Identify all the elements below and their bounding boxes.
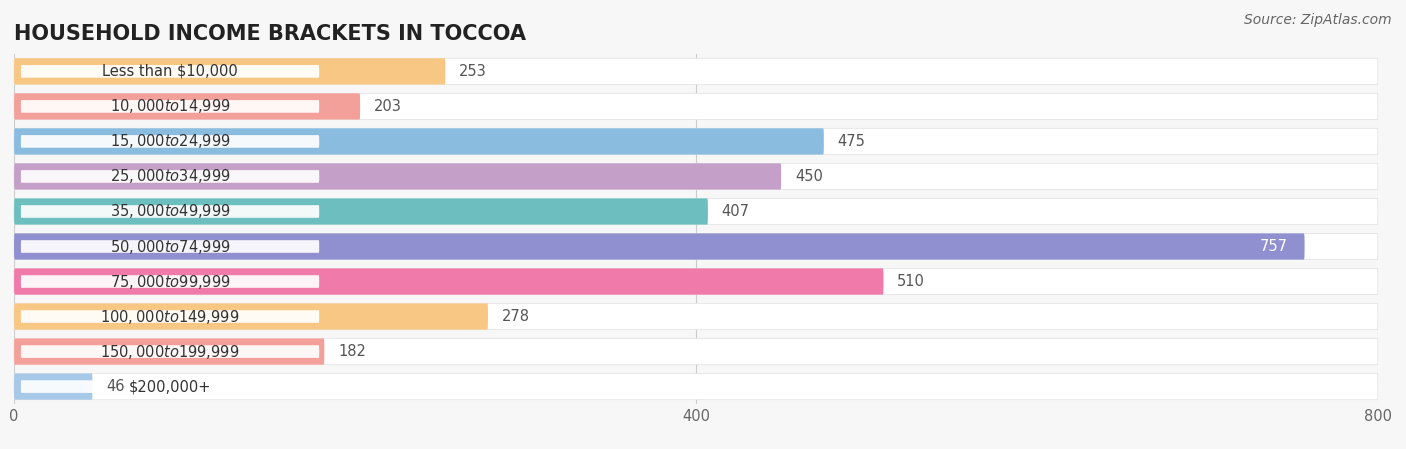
Text: $50,000 to $74,999: $50,000 to $74,999 xyxy=(110,238,231,255)
Text: 407: 407 xyxy=(721,204,749,219)
Text: 203: 203 xyxy=(374,99,402,114)
Text: 278: 278 xyxy=(502,309,530,324)
FancyBboxPatch shape xyxy=(14,58,446,84)
Text: 46: 46 xyxy=(105,379,125,394)
FancyBboxPatch shape xyxy=(21,65,319,78)
FancyBboxPatch shape xyxy=(21,205,319,218)
Text: 182: 182 xyxy=(337,344,366,359)
FancyBboxPatch shape xyxy=(14,339,325,365)
Text: $10,000 to $14,999: $10,000 to $14,999 xyxy=(110,97,231,115)
FancyBboxPatch shape xyxy=(14,128,1378,154)
Text: 757: 757 xyxy=(1260,239,1288,254)
Text: HOUSEHOLD INCOME BRACKETS IN TOCCOA: HOUSEHOLD INCOME BRACKETS IN TOCCOA xyxy=(14,24,526,44)
FancyBboxPatch shape xyxy=(14,163,782,189)
FancyBboxPatch shape xyxy=(14,304,488,330)
Text: $150,000 to $199,999: $150,000 to $199,999 xyxy=(100,343,240,361)
FancyBboxPatch shape xyxy=(21,380,319,393)
Text: 450: 450 xyxy=(794,169,823,184)
FancyBboxPatch shape xyxy=(14,233,1378,260)
FancyBboxPatch shape xyxy=(14,304,1378,330)
FancyBboxPatch shape xyxy=(14,269,883,295)
Text: 475: 475 xyxy=(838,134,865,149)
FancyBboxPatch shape xyxy=(14,58,1378,84)
Text: 510: 510 xyxy=(897,274,925,289)
Text: $75,000 to $99,999: $75,000 to $99,999 xyxy=(110,273,231,291)
FancyBboxPatch shape xyxy=(14,198,1378,224)
FancyBboxPatch shape xyxy=(21,345,319,358)
FancyBboxPatch shape xyxy=(14,128,824,154)
FancyBboxPatch shape xyxy=(14,374,1378,400)
FancyBboxPatch shape xyxy=(14,269,1378,295)
Text: 253: 253 xyxy=(458,64,486,79)
Text: $200,000+: $200,000+ xyxy=(129,379,211,394)
FancyBboxPatch shape xyxy=(21,275,319,288)
FancyBboxPatch shape xyxy=(14,93,1378,119)
Text: $100,000 to $149,999: $100,000 to $149,999 xyxy=(100,308,240,326)
FancyBboxPatch shape xyxy=(14,163,1378,189)
Text: Less than $10,000: Less than $10,000 xyxy=(103,64,238,79)
FancyBboxPatch shape xyxy=(14,339,1378,365)
FancyBboxPatch shape xyxy=(14,198,707,224)
FancyBboxPatch shape xyxy=(21,310,319,323)
FancyBboxPatch shape xyxy=(14,233,1305,260)
Text: Source: ZipAtlas.com: Source: ZipAtlas.com xyxy=(1244,13,1392,27)
FancyBboxPatch shape xyxy=(21,240,319,253)
FancyBboxPatch shape xyxy=(21,170,319,183)
FancyBboxPatch shape xyxy=(21,135,319,148)
Text: $25,000 to $34,999: $25,000 to $34,999 xyxy=(110,167,231,185)
FancyBboxPatch shape xyxy=(14,374,93,400)
FancyBboxPatch shape xyxy=(21,100,319,113)
Text: $35,000 to $49,999: $35,000 to $49,999 xyxy=(110,202,231,220)
FancyBboxPatch shape xyxy=(14,93,360,119)
Text: $15,000 to $24,999: $15,000 to $24,999 xyxy=(110,132,231,150)
